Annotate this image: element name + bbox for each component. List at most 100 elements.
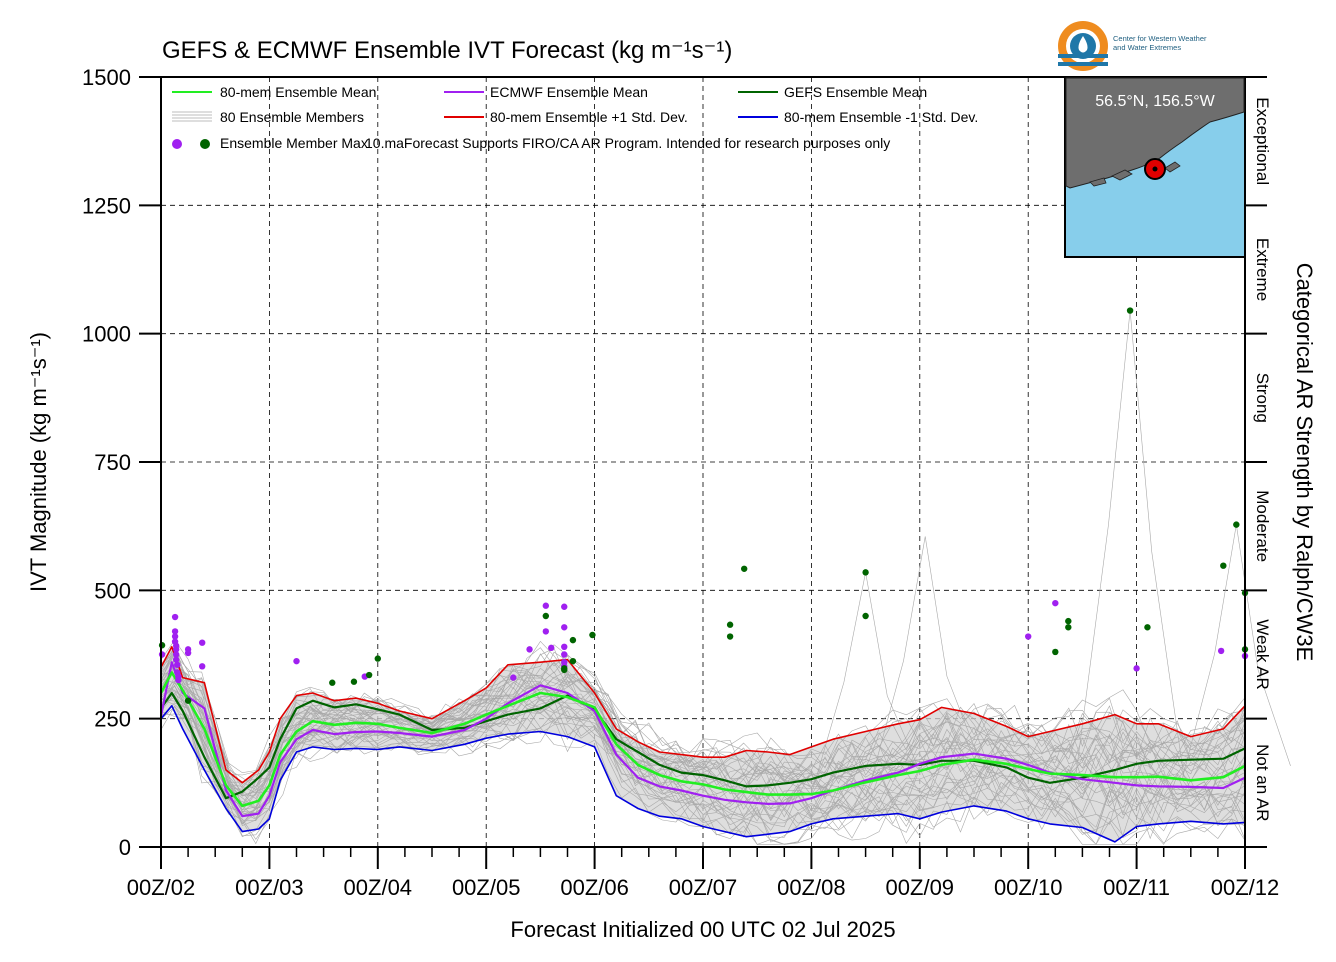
chart-title: GEFS & ECMWF Ensemble IVT Forecast (kg m… (162, 37, 732, 64)
ecmwf-member-max-point (172, 651, 180, 658)
y-tick-label: 750 (94, 450, 131, 475)
y-tick-label: 1000 (82, 322, 131, 347)
ensemble-member-line (160, 693, 1246, 826)
inset-map: 56.5°N, 156.5°W (1064, 76, 1246, 258)
disclaimer-text: 10.maForecast Supports FIRO/CA AR Progra… (365, 135, 890, 151)
category-label: Moderate (1253, 490, 1272, 562)
gefs-member-max-point (1065, 617, 1072, 625)
y-tick-label: 1250 (82, 193, 131, 218)
legend-swatch-members (172, 111, 212, 122)
gefs-member-max-point (726, 633, 734, 640)
gefs-member-max-point (561, 665, 568, 672)
y-tick-label: 1500 (82, 65, 131, 90)
legend-label-plus-std: 80-mem Ensemble +1 Std. Dev. (490, 109, 688, 125)
category-label: Not an AR (1253, 744, 1272, 822)
gefs-member-max-point (158, 642, 166, 649)
cw3e-logo: Center for Western Weather and Water Ext… (1058, 21, 1207, 71)
gefs-member-max-point (740, 565, 748, 572)
ensemble-member-line (870, 536, 980, 782)
ensemble-member-line (160, 706, 1246, 845)
ecmwf-member-max-point (171, 633, 179, 640)
category-labels: Not an AR Weak AR Moderate Strong Extreme Exc… (1253, 97, 1272, 821)
gefs-member-max-point (862, 569, 869, 576)
legend-label-minus-std: 80-mem Ensemble -1 Std. Dev. (784, 109, 978, 125)
ecmwf-member-max-point (198, 663, 206, 670)
gefs-member-max-point (1144, 624, 1151, 631)
ecmwf-member-max-point (174, 661, 181, 668)
gefs-member-max-point (184, 697, 192, 704)
series-line-80-mem-ensemble-1-std-dev- (160, 645, 1246, 784)
ecmwf-member-max-point (158, 651, 166, 658)
x-tick-label: 00Z/09 (886, 875, 955, 900)
category-label: Strong (1253, 373, 1272, 423)
x-tick-label: 00Z/07 (669, 875, 738, 900)
right-axis-label: Categorical AR Strength by Ralph/CW3E (1292, 263, 1317, 662)
ecmwf-member-max-point (561, 603, 568, 610)
gefs-member-max-point (1065, 624, 1072, 631)
ensemble-member-line (160, 684, 1246, 836)
x-tick-label: 00Z/12 (1211, 875, 1280, 900)
ecmwf-member-max-point (510, 674, 517, 681)
ecmwf-member-max-point (1133, 665, 1140, 672)
ecmwf-member-max-point (542, 602, 550, 609)
inset-location-label: 56.5°N, 156.5°W (1095, 93, 1215, 110)
ecmwf-member-max-point (171, 613, 179, 621)
ensemble-member-line (160, 662, 1246, 797)
legend-swatch-gefs-max-dot (200, 139, 210, 149)
ensemble-member-line (160, 675, 1246, 808)
ecmwf-member-max-point (1052, 599, 1059, 607)
legend-label-ecmwf-mean: ECMWF Ensemble Mean (490, 84, 648, 100)
gefs-member-max-point (329, 679, 336, 686)
x-tick-label: 00Z/03 (235, 875, 304, 900)
y-tick-label: 500 (94, 578, 131, 603)
series-line-80-mem-ensemble-mean (159, 671, 1246, 808)
ecmwf-member-max-point (561, 643, 568, 650)
legend-label-ensemble-mean: 80-mem Ensemble Mean (220, 84, 376, 100)
gefs-member-max-point (569, 636, 577, 644)
category-label: Weak AR (1253, 619, 1272, 690)
ensemble-member-line (160, 645, 1246, 796)
gefs-member-max-point (569, 657, 577, 665)
ensemble-member-line (160, 657, 1246, 807)
ecmwf-member-max-point (293, 657, 300, 665)
ecmwf-member-max-point (171, 628, 179, 635)
y-tick-label: 0 (119, 835, 131, 860)
gefs-member-max-point (365, 671, 373, 679)
gefs-member-max-point (1052, 648, 1059, 656)
legend: 80-mem Ensemble Mean ECMWF Ensemble Mean… (172, 84, 978, 151)
legend-swatch-ecmwf-max-dot (172, 139, 182, 149)
axes: 0 250 500 750 1000 1250 1500 00Z/02 00Z/03 00Z/04… (82, 65, 1279, 900)
x-tick-label: 00Z/04 (344, 875, 413, 900)
gefs-member-max-point (1233, 521, 1240, 528)
series-line-80-mem-ensemble-1-std-dev- (160, 704, 1246, 843)
x-tick-label: 00Z/05 (452, 875, 521, 900)
gefs-member-max-point (1126, 307, 1134, 314)
series-line-gefs-ensemble-mean (160, 691, 1246, 800)
ecmwf-member-max-point (526, 646, 533, 653)
ecmwf-member-max-point (172, 656, 180, 663)
series-lines (159, 645, 1246, 843)
category-label: Exceptional (1253, 97, 1272, 185)
x-tick-label: 00Z/08 (777, 875, 846, 900)
series-line-ecmwf-ensemble-mean (159, 661, 1246, 818)
legend-label-gefs-mean: GEFS Ensemble Mean (784, 84, 927, 100)
ecmwf-member-max-point (561, 651, 568, 658)
ensemble-member-line (160, 647, 1246, 776)
gefs-member-max-point (542, 612, 550, 620)
gefs-member-max-point (589, 631, 596, 639)
ecmwf-member-max-point (198, 639, 206, 646)
gefs-member-max-point (350, 678, 358, 685)
y-axis-label: IVT Magnitude (kg m⁻¹s⁻¹) (26, 332, 51, 592)
ecmwf-member-max-point (175, 676, 182, 684)
legend-label-members: 80 Ensemble Members (220, 109, 364, 125)
ensemble-member-line (160, 639, 1246, 774)
member-max-points (158, 307, 1249, 704)
gefs-member-max-point (374, 655, 381, 662)
x-tick-label: 00Z/11 (1103, 875, 1170, 900)
ecmwf-member-max-point (1025, 633, 1032, 640)
gefs-member-max-point (1220, 562, 1227, 569)
ensemble-member-line (160, 698, 1246, 839)
ensemble-member-line (1075, 310, 1185, 780)
x-tick-label: 00Z/10 (994, 875, 1063, 900)
